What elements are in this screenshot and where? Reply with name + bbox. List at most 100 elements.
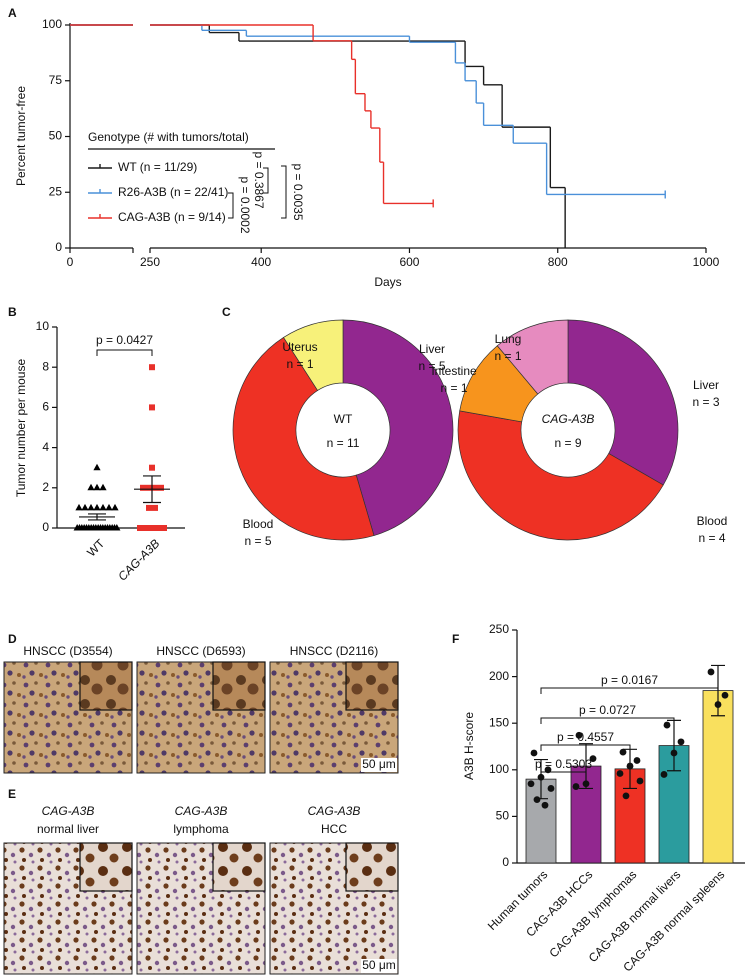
p-bracket xyxy=(263,167,269,194)
slice-value-label: n = 3 xyxy=(692,395,719,409)
x-tick-label: 400 xyxy=(251,255,271,269)
data-point xyxy=(626,762,634,770)
x-tick-label: 600 xyxy=(399,255,419,269)
donut-center-label: WT xyxy=(334,412,353,426)
micrograph-inset xyxy=(345,661,399,711)
data-point xyxy=(146,504,152,511)
p-bracket xyxy=(540,744,631,751)
data-point xyxy=(75,503,83,511)
y-tick-label: 25 xyxy=(49,184,63,198)
y-tick-label: 10 xyxy=(36,319,50,333)
donut-slice xyxy=(232,336,375,541)
donut-slice xyxy=(342,319,454,536)
data-point xyxy=(636,777,644,785)
data-point xyxy=(714,701,722,708)
data-point xyxy=(544,766,552,774)
data-point xyxy=(158,484,164,491)
panel-label: F xyxy=(452,632,459,646)
y-tick-label: 50 xyxy=(496,809,510,823)
data-point xyxy=(622,792,630,800)
slice-value-label: n = 1 xyxy=(286,357,313,371)
slice-label: Liver xyxy=(419,342,445,356)
p-bracket xyxy=(96,349,153,356)
y-tick-label: 200 xyxy=(489,669,509,683)
scale-bar-label: 50 μm xyxy=(362,958,396,972)
data-point xyxy=(93,483,101,491)
micrograph-inset xyxy=(212,842,266,892)
y-tick-label: 75 xyxy=(49,73,63,87)
data-point xyxy=(146,484,152,491)
data-point xyxy=(530,749,538,757)
panel-label: E xyxy=(8,787,16,801)
donut-center-label: n = 9 xyxy=(554,436,581,450)
slice-value-label: n = 5 xyxy=(244,534,271,548)
data-point xyxy=(670,749,678,757)
micrograph-title: CAG-A3B xyxy=(308,804,361,818)
legend-label: R26-A3B (n = 22/41) xyxy=(118,185,228,199)
x-tick-label: CAG-A3B lymphomas xyxy=(546,867,639,960)
y-tick-label: 8 xyxy=(42,359,49,373)
data-point xyxy=(149,525,155,531)
bar xyxy=(702,690,734,864)
y-tick-label: 250 xyxy=(489,622,509,636)
data-point xyxy=(105,503,113,511)
data-point xyxy=(541,801,549,809)
p-value: p = 0.3867 xyxy=(252,151,266,208)
x-tick-label: WT xyxy=(84,536,108,560)
y-axis-label: Tumor number per mouse xyxy=(14,359,28,498)
data-point xyxy=(533,796,541,804)
data-point xyxy=(81,503,89,511)
data-point xyxy=(140,484,146,491)
donut-slice xyxy=(567,319,679,486)
donut-center-label: CAG-A3B xyxy=(542,412,595,426)
panel-label: A xyxy=(8,6,17,20)
panel-label: C xyxy=(222,305,231,319)
micrograph-subtitle: normal liver xyxy=(37,822,99,836)
x-tick-label: 250 xyxy=(140,255,160,269)
data-point xyxy=(149,404,155,411)
slice-label: Intestine xyxy=(431,364,477,378)
data-point xyxy=(663,721,671,729)
data-point xyxy=(161,525,167,531)
micrograph-title: CAG-A3B xyxy=(175,804,228,818)
data-point xyxy=(707,668,715,676)
donut-center-label: n = 11 xyxy=(327,436,360,450)
x-axis-label: Days xyxy=(374,275,401,289)
slice-label: Blood xyxy=(697,514,728,528)
micrograph-inset xyxy=(79,842,133,892)
micrograph-subtitle: HCC xyxy=(321,822,347,836)
data-point xyxy=(113,524,121,531)
p-bracket xyxy=(540,687,719,694)
data-point xyxy=(93,463,101,471)
micrograph-title: HNSCC (D3554) xyxy=(23,644,112,658)
data-point xyxy=(143,525,149,531)
panel-label: B xyxy=(8,305,17,319)
x-tick-label: 1000 xyxy=(693,255,720,269)
y-tick-label: 0 xyxy=(42,520,49,534)
data-point xyxy=(616,770,624,777)
data-point xyxy=(589,755,597,763)
data-point xyxy=(572,783,580,790)
slice-value-label: n = 1 xyxy=(494,349,521,363)
micrograph-title: CAG-A3B xyxy=(42,804,95,818)
slice-value-label: n = 1 xyxy=(440,381,467,395)
y-tick-label: 100 xyxy=(489,762,509,776)
scale-bar-box xyxy=(361,758,397,772)
slice-label: Liver xyxy=(693,378,719,392)
y-tick-label: 50 xyxy=(49,129,63,143)
data-point xyxy=(137,525,143,531)
p-value: p = 0.0727 xyxy=(579,703,636,717)
p-bracket xyxy=(540,717,675,724)
data-point xyxy=(619,748,627,756)
x-tick-label: CAG-A3B xyxy=(115,536,162,583)
data-point xyxy=(721,691,729,699)
p-value: p = 0.0035 xyxy=(291,163,305,220)
y-tick-label: 0 xyxy=(502,855,509,869)
micrograph-inset xyxy=(345,842,399,892)
scale-bar-label: 50 μm xyxy=(362,757,396,771)
y-tick-label: 0 xyxy=(55,240,62,254)
slice-value-label: n = 4 xyxy=(698,531,725,545)
data-point xyxy=(527,780,535,788)
x-tick-label: 0 xyxy=(67,255,74,269)
p-bracket xyxy=(281,165,287,219)
